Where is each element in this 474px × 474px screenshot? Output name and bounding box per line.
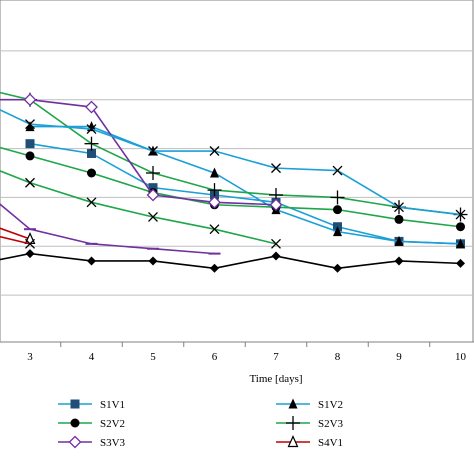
marker-circle bbox=[333, 205, 342, 215]
marker-x bbox=[148, 212, 158, 222]
legend: S1V1 S1V2 S2V2 S2V3 S3V3 S4V1 bbox=[58, 398, 344, 449]
series-s4v1 bbox=[0, 227, 36, 245]
marker-diamond bbox=[148, 256, 158, 266]
marker-circle bbox=[25, 151, 35, 161]
legend-label: S4V1 bbox=[318, 437, 343, 449]
legend-label: S2V2 bbox=[100, 418, 125, 430]
series-s1v1 bbox=[25, 139, 465, 249]
legend-item-s3v3: S3V3 bbox=[58, 435, 126, 449]
series-unlabeled-9 bbox=[0, 249, 465, 273]
grid bbox=[0, 0, 474, 343]
marker-x bbox=[25, 238, 35, 249]
marker-diamond-open bbox=[146, 188, 160, 202]
marker-plus bbox=[207, 183, 222, 198]
marker-x bbox=[25, 119, 35, 130]
x-tick-label: 8 bbox=[335, 351, 341, 363]
marker-x bbox=[271, 163, 281, 174]
marker-x bbox=[86, 124, 97, 134]
legend-item-s4v1: S4V1 bbox=[276, 435, 343, 449]
marker-x bbox=[209, 224, 220, 235]
series-line bbox=[0, 227, 31, 240]
series-line bbox=[0, 98, 277, 206]
marker-diamond bbox=[25, 249, 35, 259]
marker-diamond bbox=[271, 251, 281, 261]
x-tick-label: 7 bbox=[273, 351, 279, 363]
x-tick-label: 4 bbox=[89, 351, 95, 363]
marker-diamond bbox=[456, 258, 465, 268]
x-tick-label: 3 bbox=[27, 351, 33, 363]
x-tick-label: 10 bbox=[455, 351, 467, 363]
marker-diamond-open bbox=[85, 100, 98, 114]
series-unlabeled-6 bbox=[0, 108, 466, 220]
marker-plus bbox=[84, 136, 99, 151]
marker-x bbox=[86, 197, 97, 208]
marker-diamond bbox=[210, 263, 219, 273]
marker-plus bbox=[286, 416, 300, 430]
series-unlabeled-7 bbox=[0, 169, 281, 249]
marker-triangle bbox=[456, 238, 465, 249]
marker-square bbox=[87, 148, 96, 158]
x-tick-labels: 3 4 5 6 7 8 9 10 bbox=[27, 351, 466, 363]
marker-x bbox=[25, 177, 35, 188]
legend-item-s1v2: S1V2 bbox=[276, 398, 343, 411]
legend-label: S1V1 bbox=[100, 399, 125, 411]
marker-x bbox=[332, 165, 343, 176]
series-unlabeled-8 bbox=[0, 203, 221, 255]
axes bbox=[0, 341, 474, 347]
series-line bbox=[29, 142, 461, 245]
marker-square bbox=[25, 139, 35, 149]
marker-triangle bbox=[394, 235, 404, 246]
marker-diamond-open bbox=[23, 93, 37, 107]
series-unlabeled-10 bbox=[0, 235, 35, 249]
x-tick-label: 9 bbox=[396, 351, 402, 363]
marker-circle bbox=[456, 222, 465, 232]
legend-item-s2v3: S2V3 bbox=[276, 416, 344, 430]
marker-x bbox=[455, 209, 466, 220]
marker-x bbox=[394, 202, 404, 213]
series-line bbox=[0, 169, 277, 245]
legend-item-s1v1: S1V1 bbox=[58, 399, 125, 411]
marker-plus bbox=[146, 166, 160, 180]
marker-square bbox=[70, 399, 80, 409]
marker-triangle bbox=[25, 121, 35, 132]
x-axis-title: Time [days] bbox=[249, 373, 302, 385]
marker-diamond bbox=[333, 263, 342, 273]
x-tick-label: 6 bbox=[212, 351, 218, 363]
marker-circle bbox=[87, 168, 96, 178]
series-line bbox=[30, 125, 461, 245]
series-s3v3 bbox=[0, 93, 283, 212]
marker-diamond-open bbox=[208, 195, 221, 209]
marker-x bbox=[271, 238, 281, 249]
marker-x bbox=[209, 146, 220, 156]
marker-diamond-open bbox=[68, 435, 82, 449]
marker-diamond-open bbox=[269, 198, 283, 212]
marker-diamond bbox=[87, 256, 96, 266]
marker-x bbox=[148, 146, 158, 156]
marker-circle bbox=[70, 418, 80, 428]
legend-item-s2v2: S2V2 bbox=[58, 418, 125, 430]
marker-diamond bbox=[394, 256, 404, 266]
series bbox=[0, 91, 468, 273]
x-tick-label: 5 bbox=[150, 351, 156, 363]
series-line bbox=[0, 235, 31, 245]
marker-triangle bbox=[288, 398, 298, 409]
legend-label: S1V2 bbox=[318, 399, 343, 411]
series-s2v2 bbox=[0, 146, 465, 232]
marker-triangle-open bbox=[287, 435, 299, 448]
series-line bbox=[0, 252, 461, 270]
legend-label: S3V3 bbox=[100, 437, 126, 449]
marker-circle bbox=[394, 214, 404, 224]
legend-label: S2V3 bbox=[318, 418, 344, 430]
series-s2v3 bbox=[0, 91, 468, 222]
marker-triangle bbox=[210, 167, 219, 178]
marker-square bbox=[148, 183, 158, 193]
marker-triangle bbox=[333, 226, 342, 237]
marker-plus bbox=[330, 190, 345, 205]
